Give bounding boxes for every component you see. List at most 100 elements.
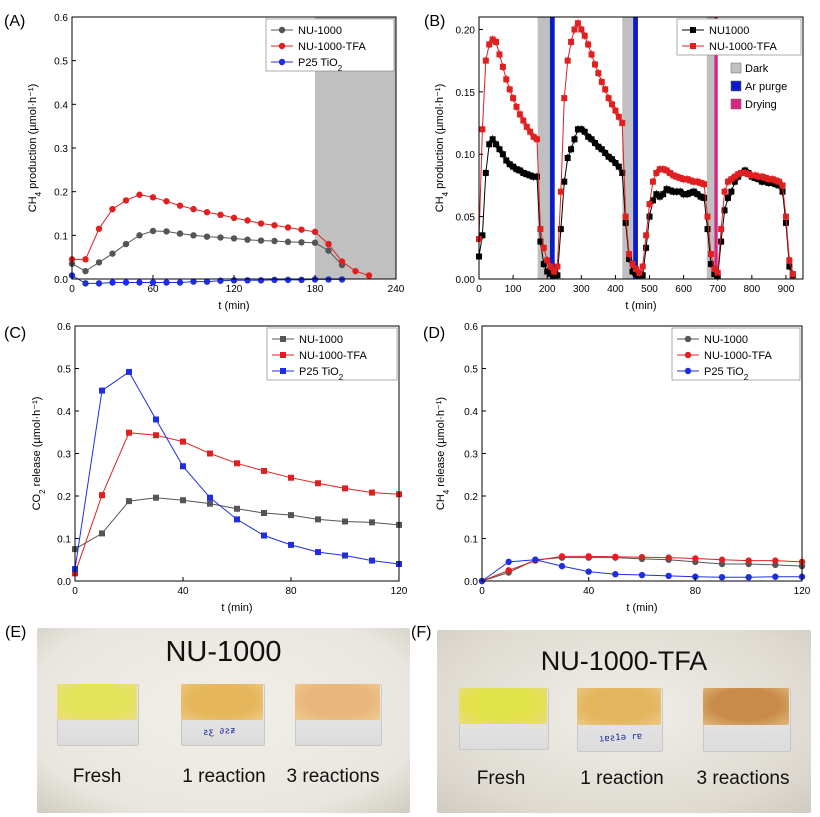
data-point	[626, 251, 633, 258]
data-point	[190, 232, 197, 239]
data-point	[554, 263, 561, 270]
y-tick-label: 0.0	[464, 577, 478, 588]
data-point	[261, 532, 267, 539]
sample-slide	[57, 684, 139, 746]
data-point	[765, 176, 772, 183]
data-point	[311, 228, 319, 236]
data-point	[540, 261, 547, 268]
y-tick-label: 0.5	[57, 365, 71, 376]
data-point	[779, 188, 786, 195]
data-point	[288, 512, 294, 519]
legend-label: P25 TiO2	[299, 366, 344, 382]
data-point	[629, 261, 636, 268]
data-point	[718, 556, 726, 563]
data-point	[369, 557, 375, 564]
y-tick-label: 0.4	[464, 407, 478, 418]
data-point	[561, 178, 568, 185]
region-swatch	[730, 98, 742, 110]
x-axis-label: t (min)	[626, 602, 657, 614]
data-point	[95, 280, 103, 287]
x-tick-label: 900	[778, 284, 795, 295]
data-point	[690, 27, 696, 33]
y-tick-label: 0.2	[54, 188, 68, 199]
data-point	[684, 191, 691, 198]
data-point	[537, 226, 544, 233]
shaded-region	[622, 17, 634, 279]
y-tick-label: 0.0	[54, 275, 68, 286]
data-point	[503, 157, 510, 164]
legend-box	[676, 18, 802, 56]
data-point	[656, 166, 663, 173]
x-tick-label: 100	[505, 284, 522, 295]
data-point	[557, 188, 564, 195]
chart-panel-a: 0.0 0.1 0.2 0.3 0.4 0.5 0.6 0 60 120 180 240 t (min)…	[4, 13, 405, 312]
data-point	[163, 279, 170, 286]
data-point	[564, 57, 571, 64]
data-point	[203, 233, 211, 240]
panel-label: (B)	[424, 13, 445, 30]
data-point	[632, 271, 639, 278]
x-axis-label: t (min)	[221, 602, 252, 614]
data-point	[782, 213, 789, 220]
data-point	[513, 166, 520, 173]
data-point	[153, 416, 159, 423]
data-point	[554, 272, 561, 279]
sample-caption: 3 reactions	[286, 766, 380, 787]
data-point	[479, 232, 486, 239]
data-point	[558, 562, 566, 570]
data-point	[701, 181, 708, 188]
y-tick-label: 0.00	[456, 275, 476, 286]
data-point	[342, 518, 348, 525]
series-nu-1000	[68, 227, 346, 275]
legend-label: NU-1000-TFA	[704, 350, 773, 362]
region-legend-label: Dark	[745, 63, 769, 75]
region-legend: Dark Ar purge Drying	[730, 62, 787, 111]
x-tick-label: 200	[539, 284, 556, 295]
data-point	[342, 552, 348, 559]
data-point	[769, 176, 776, 183]
data-point	[595, 143, 602, 150]
y-tick-label: 0.2	[57, 492, 71, 503]
sample-slide	[459, 688, 549, 750]
data-point	[759, 173, 766, 180]
x-tick-label: 400	[607, 284, 624, 295]
data-point	[639, 272, 646, 279]
x-tick-label: 120	[794, 586, 811, 597]
data-point	[745, 557, 752, 564]
data-point	[298, 239, 305, 246]
data-point	[505, 567, 512, 574]
data-point	[578, 126, 585, 133]
data-point	[609, 156, 616, 163]
data-point	[234, 505, 240, 512]
x-tick-label: 300	[573, 284, 590, 295]
legend: NU-1000 NU-1000-TFA P25 TiO2	[265, 18, 395, 73]
data-point	[684, 335, 692, 343]
data-point	[547, 271, 554, 278]
data-point	[626, 256, 633, 263]
data-point	[261, 467, 267, 474]
legend-label: P25 TiO2	[298, 57, 343, 73]
data-point	[510, 95, 517, 102]
data-point	[288, 474, 294, 481]
chart-panel-c: 0.0 0.1 0.2 0.3 0.4 0.5 0.6 0 40 80 120 t (min) CO2 …	[4, 322, 408, 614]
data-point	[636, 269, 643, 276]
legend-label: NU-1000	[704, 334, 748, 346]
data-point	[772, 573, 779, 580]
data-point	[503, 76, 510, 83]
data-point	[612, 107, 619, 114]
x-axis-label: t (min)	[625, 300, 656, 312]
data-point	[325, 240, 332, 248]
panel-label: (C)	[4, 325, 26, 342]
data-point	[677, 174, 684, 181]
data-point	[639, 263, 646, 270]
data-point	[649, 178, 656, 185]
data-point	[687, 177, 694, 184]
data-point	[257, 220, 265, 227]
data-point	[742, 169, 749, 176]
data-point	[523, 123, 530, 130]
x-tick-label: 40	[177, 586, 189, 597]
data-point	[646, 213, 653, 220]
data-point	[234, 516, 240, 523]
data-point	[136, 279, 143, 286]
data-point	[568, 38, 575, 45]
